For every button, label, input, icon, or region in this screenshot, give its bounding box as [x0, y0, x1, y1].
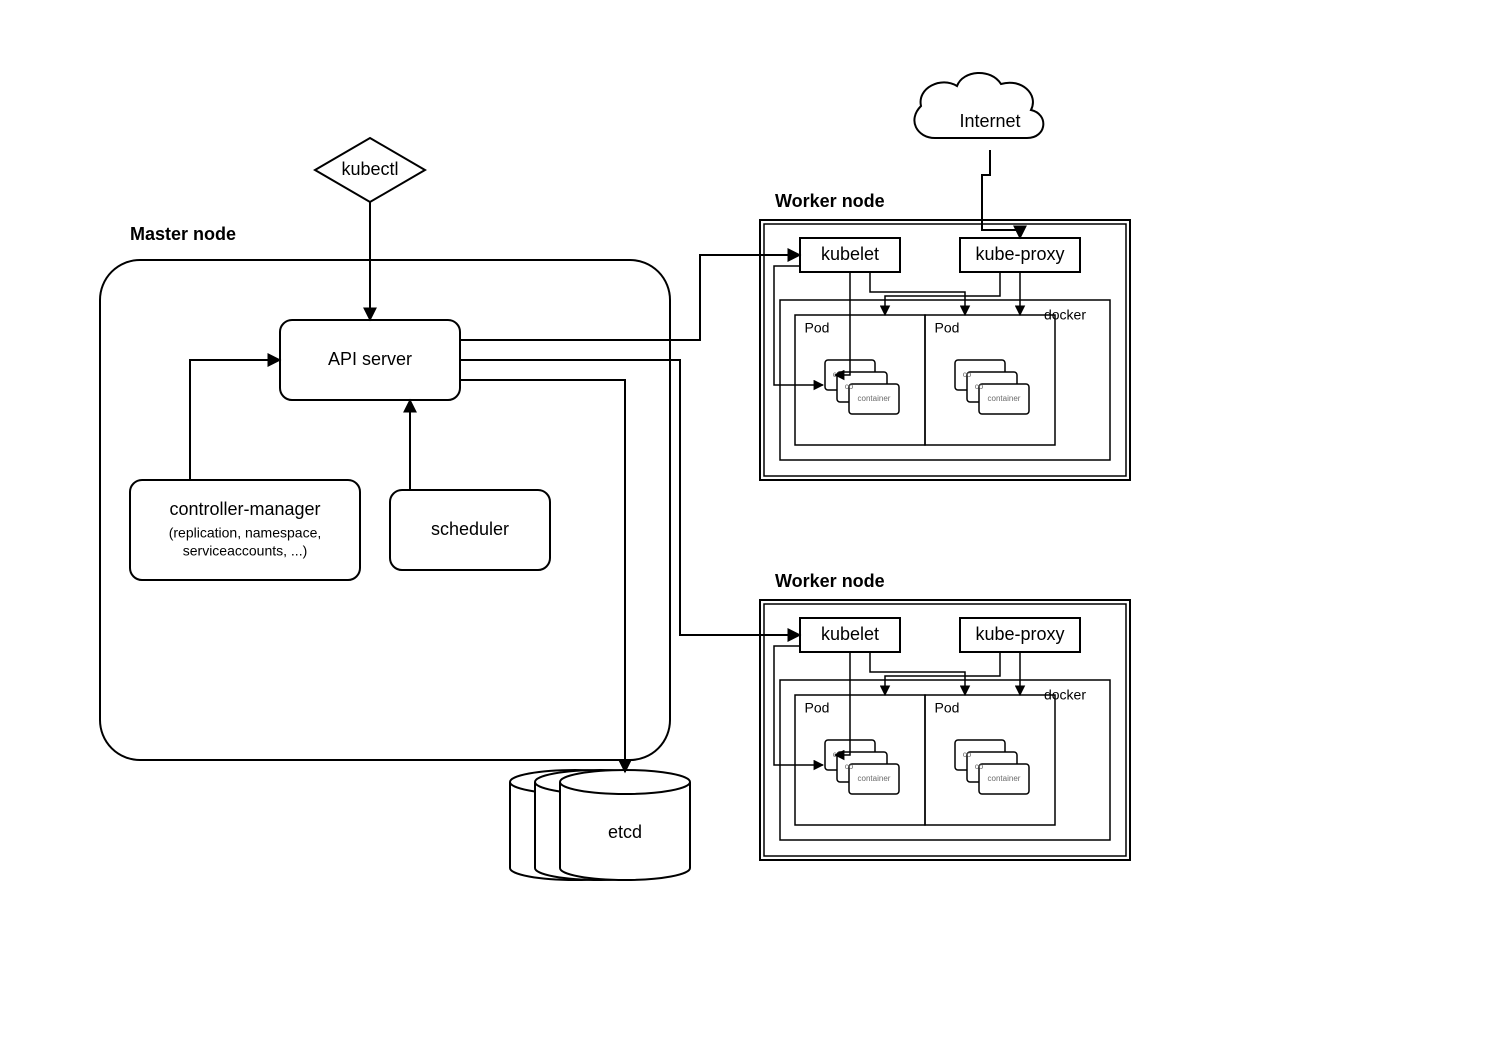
worker-node-title: Worker node [775, 191, 885, 211]
svg-text:Pod: Pod [935, 700, 960, 716]
svg-text:container: container [988, 774, 1021, 783]
svg-text:co: co [975, 382, 984, 391]
svg-text:kube-proxy: kube-proxy [975, 244, 1064, 264]
controller-manager-subtitle: (replication, namespace, [169, 525, 322, 541]
internet-label: Internet [959, 111, 1020, 131]
svg-text:Pod: Pod [805, 700, 830, 716]
svg-text:kubelet: kubelet [821, 624, 879, 644]
svg-text:container: container [988, 394, 1021, 403]
worker-node-1: Worker nodekubeletkube-proxydockerPodcon… [760, 191, 1130, 480]
api-server-label: API server [328, 349, 412, 369]
scheduler-label: scheduler [431, 519, 509, 539]
svg-text:Pod: Pod [805, 320, 830, 336]
master-node-title: Master node [130, 224, 236, 244]
svg-text:co: co [963, 370, 972, 379]
worker-node-title: Worker node [775, 571, 885, 591]
svg-text:container: container [858, 394, 891, 403]
controller-manager-subtitle: serviceaccounts, ...) [183, 543, 308, 559]
kubectl-label: kubectl [341, 159, 398, 179]
architecture-diagram: Master node kubectl API server controller-m… [0, 0, 1492, 1060]
controller-manager-label: controller-manager [169, 499, 320, 519]
svg-text:kube-proxy: kube-proxy [975, 624, 1064, 644]
etcd-label: etcd [608, 822, 642, 842]
svg-text:co: co [975, 762, 984, 771]
svg-text:co: co [845, 762, 854, 771]
svg-text:container: container [858, 774, 891, 783]
svg-text:kubelet: kubelet [821, 244, 879, 264]
worker-node-2: Worker nodekubeletkube-proxydockerPodcon… [760, 571, 1130, 860]
svg-text:co: co [963, 750, 972, 759]
svg-text:Pod: Pod [935, 320, 960, 336]
svg-text:co: co [845, 382, 854, 391]
